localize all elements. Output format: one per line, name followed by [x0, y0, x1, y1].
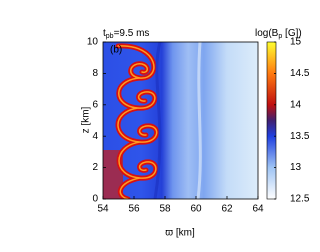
y-axis-label: z [km] — [81, 106, 92, 133]
colorbar-tick-label: 12.5 — [290, 194, 310, 205]
y-tick-label: 4 — [92, 131, 98, 142]
x-axis-label: ϖ [km] — [165, 228, 195, 239]
y-tick-label: 10 — [87, 37, 99, 48]
y-tick-label: 0 — [92, 194, 98, 205]
colorbar-label: log(Bp [G]) — [255, 28, 302, 40]
colorbar-tick-label: 13.5 — [290, 131, 310, 142]
colorbar-tick-label: 15 — [290, 37, 302, 48]
x-tick-label: 54 — [97, 204, 109, 215]
y-tick-label: 8 — [92, 68, 98, 79]
colorbar-tick-label: 14 — [290, 99, 302, 110]
x-tick-label: 62 — [221, 204, 233, 215]
colorbar-tick-label: 14.5 — [290, 68, 310, 79]
colorbar — [266, 41, 277, 200]
x-tick-label: 64 — [252, 204, 264, 215]
y-tick-label: 6 — [92, 99, 98, 110]
panel-label: (b) — [110, 45, 122, 56]
x-tick-label: 56 — [128, 204, 140, 215]
x-tick-label: 60 — [190, 204, 202, 215]
y-tick-label: 2 — [92, 162, 98, 173]
x-tick-label: 58 — [159, 204, 171, 215]
heatmap-image — [103, 42, 258, 199]
chart-title: tpb=9.5 ms — [103, 28, 149, 40]
colorbar-tick-label: 13 — [290, 162, 302, 173]
plot-frame — [102, 41, 259, 200]
